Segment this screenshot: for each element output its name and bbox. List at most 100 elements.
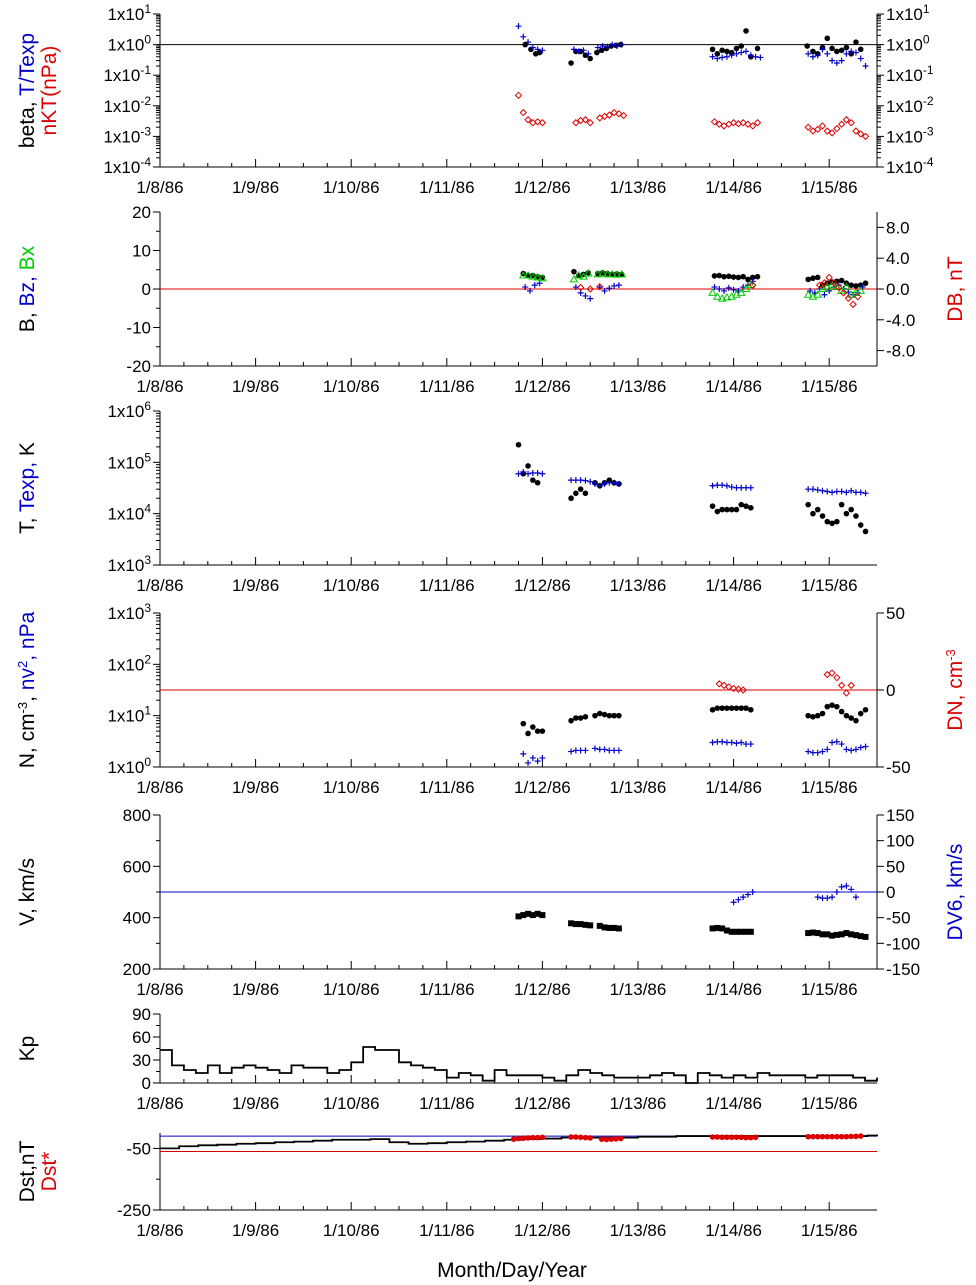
series-3 [514, 91, 870, 141]
data-point [728, 52, 735, 59]
data-point [838, 1133, 845, 1140]
data-point [861, 132, 870, 141]
data-point [814, 1133, 821, 1140]
data-point [734, 685, 743, 693]
y-axis-label-part: Kp [16, 1036, 39, 1062]
data-point [857, 744, 864, 751]
data-point [582, 921, 589, 928]
y-tick-label: 0 [142, 1074, 151, 1093]
x-tick-label: 1/10/86 [323, 1094, 380, 1113]
y-tick-label-right: -150 [886, 960, 920, 979]
data-point [570, 46, 577, 53]
data-point [853, 39, 859, 45]
data-point [719, 705, 725, 711]
y-tick-label: -10 [126, 319, 151, 338]
data-point [715, 680, 723, 688]
data-point [719, 738, 726, 745]
data-point [843, 712, 850, 719]
data-point [534, 728, 541, 734]
y-tick-label-right: -4.0 [886, 311, 915, 330]
data-point [833, 124, 841, 133]
data-point [719, 925, 726, 932]
x-tick-label: 1/15/86 [801, 178, 858, 197]
y-axis-label-part: beta, [16, 96, 39, 148]
data-point [519, 108, 527, 117]
series-3 [715, 669, 855, 697]
data-point [539, 912, 546, 919]
data-point [838, 741, 845, 748]
data-point [829, 1133, 835, 1140]
data-point [587, 478, 594, 485]
series-1 [520, 702, 869, 737]
data-point [725, 284, 732, 291]
panel-4: 1/8/86 1/9/86 1/10/86 1/11/86 1/12/86 1/13/86… [15, 601, 968, 797]
x-tick-label: 1/12/86 [514, 576, 571, 595]
data-point [843, 44, 850, 51]
y-tick-label: 90 [132, 1005, 151, 1024]
data-point [534, 1134, 541, 1141]
data-point [810, 275, 816, 282]
data-point [738, 739, 745, 746]
data-point [829, 489, 836, 496]
data-point [522, 284, 529, 291]
data-point [568, 1134, 574, 1140]
data-point [520, 750, 527, 757]
data-point [720, 681, 728, 690]
data-point [575, 48, 582, 55]
data-point [582, 477, 589, 484]
y-tick-label: 1x104 [107, 502, 151, 524]
data-point [838, 47, 845, 54]
panel-7: 1/8/86 1/9/86 1/10/86 1/11/86 1/12/86 1/13/86… [16, 1133, 878, 1240]
y-axis-label-right: DN, cm-3 [943, 649, 968, 731]
y-tick-label: 1x10-1 [103, 63, 151, 85]
data-point [733, 705, 740, 711]
y-axis-label-part: B, [16, 307, 39, 333]
data-point [848, 715, 854, 721]
data-point [518, 271, 528, 279]
data-point [616, 712, 622, 719]
data-point [843, 930, 850, 937]
y-axis-label: T, Texp, K [16, 442, 39, 534]
y-tick-label: -50 [126, 1139, 151, 1158]
data-point [804, 43, 811, 49]
data-point [526, 287, 533, 294]
data-point [606, 285, 613, 292]
x-tick-label: 1/11/86 [419, 377, 474, 396]
data-point [862, 528, 869, 535]
x-tick-label: 1/12/86 [514, 778, 571, 797]
y-axis-label-right: DB, nT [944, 256, 967, 322]
series-1 [160, 1046, 878, 1084]
data-point [615, 480, 622, 487]
data-point [805, 501, 811, 508]
data-point [525, 470, 532, 477]
data-point [809, 929, 816, 936]
data-point [725, 683, 733, 691]
data-point [719, 54, 726, 61]
data-point [613, 42, 619, 49]
data-point [585, 50, 592, 57]
x-tick-label: 1/13/86 [610, 377, 667, 396]
data-point [857, 933, 864, 940]
data-point [814, 486, 821, 493]
data-point [726, 273, 732, 280]
y-axis-label-part: Bx [16, 245, 39, 270]
y-axis-label-part: Texp, [16, 456, 39, 512]
data-point [837, 681, 846, 690]
data-point [752, 53, 759, 60]
data-point [710, 118, 719, 126]
data-point [733, 740, 740, 747]
y-axis-label: V, km/s [16, 858, 39, 926]
data-point [738, 1134, 745, 1141]
data-point [810, 510, 816, 517]
y-axis-label-part: T/Texp [16, 33, 39, 96]
data-point [829, 45, 835, 52]
data-point [733, 928, 740, 935]
data-point [593, 269, 603, 278]
data-point [607, 269, 617, 278]
data-point [823, 127, 831, 135]
data-point [719, 506, 725, 513]
data-point [596, 282, 604, 291]
data-point [805, 1133, 811, 1140]
data-point [585, 270, 592, 276]
